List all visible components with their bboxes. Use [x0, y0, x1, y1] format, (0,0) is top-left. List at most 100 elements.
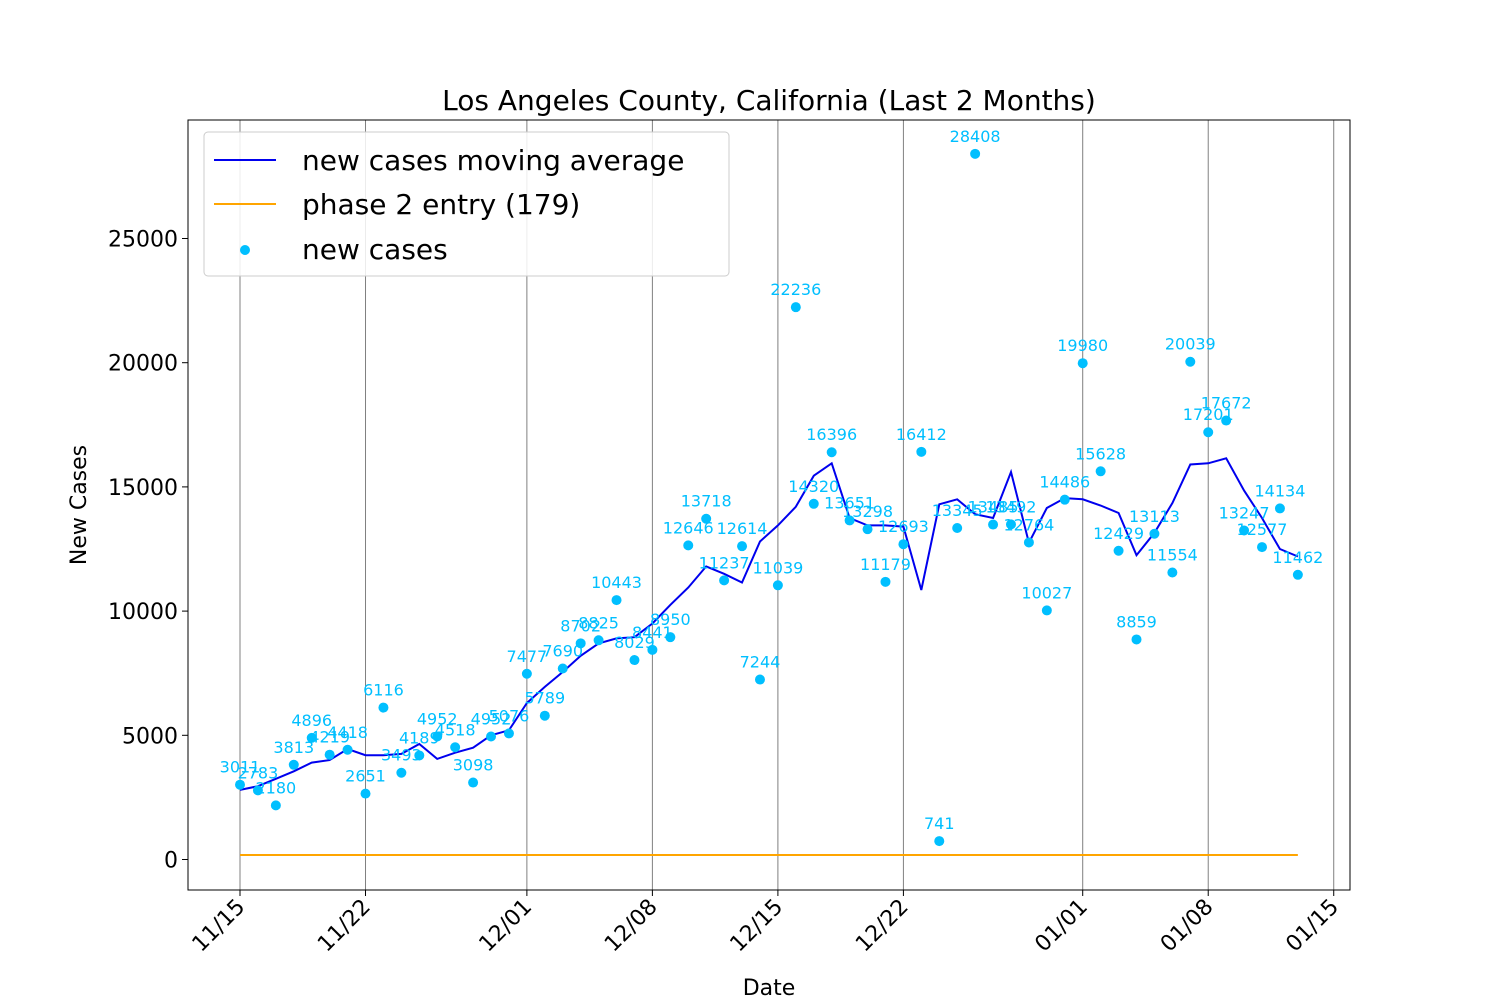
new-cases-point-label: 11039	[752, 558, 803, 577]
legend-label-phase-2-entry: phase 2 entry (179)	[302, 188, 580, 221]
new-cases-point	[1274, 503, 1285, 514]
axis-layer: 11/15 11/22 12/01 12/08 12/15 12/22 01/01 01/08…	[108, 228, 1344, 958]
legend-label-new-cases: new cases	[302, 233, 448, 266]
new-cases-point-label: 4219	[309, 728, 350, 747]
new-cases-point-label: 8859	[1116, 612, 1157, 631]
new-cases-point-label: 8825	[578, 613, 619, 632]
new-cases-point	[1167, 567, 1178, 578]
new-cases-point	[808, 498, 819, 509]
new-cases-point	[432, 731, 443, 742]
new-cases-point-label: 12577	[1237, 520, 1288, 539]
y-tick-label: 20000	[108, 352, 178, 377]
new-cases-point-label: 14320	[788, 477, 839, 496]
new-cases-point	[1059, 494, 1070, 505]
x-tick-label: 12/08	[600, 895, 663, 958]
new-cases-point	[737, 541, 748, 552]
new-cases-point	[611, 595, 622, 606]
new-cases-point	[288, 759, 299, 770]
new-cases-point-label: 13345	[932, 501, 983, 520]
new-cases-point	[701, 513, 712, 524]
new-cases-point-label: 4518	[435, 720, 476, 739]
new-cases-point	[396, 767, 407, 778]
new-cases-point-label: 741	[924, 814, 955, 833]
new-cases-point	[306, 732, 317, 743]
new-cases-point	[593, 635, 604, 646]
new-cases-point-label: 5789	[524, 689, 565, 708]
legend-swatch-new-cases	[240, 245, 250, 255]
new-cases-point-label: 3493	[381, 746, 422, 765]
new-cases-point-label: 13485	[968, 498, 1019, 517]
x-tick-label: 12/15	[726, 895, 789, 958]
new-cases-point	[378, 702, 389, 713]
new-cases-point	[1185, 356, 1196, 367]
new-cases-point-label: 13298	[842, 502, 893, 521]
new-cases-point-label: 14134	[1254, 481, 1305, 500]
new-cases-point-label: 11179	[860, 555, 911, 574]
y-tick-label: 25000	[108, 228, 178, 253]
new-cases-point-label: 13492	[986, 497, 1037, 516]
new-cases-point-label: 17201	[1183, 405, 1234, 424]
new-cases-point	[934, 836, 945, 847]
new-cases-point	[270, 800, 281, 811]
new-cases-point	[1095, 466, 1106, 477]
new-cases-point-label: 7244	[740, 653, 781, 672]
new-cases-point	[503, 728, 514, 739]
new-cases-point	[575, 638, 586, 649]
new-cases-point-label: 15628	[1075, 444, 1126, 463]
new-cases-point-label: 8702	[560, 616, 601, 635]
new-cases-point-label: 11554	[1147, 545, 1198, 564]
new-cases-point-label: 8950	[650, 610, 691, 629]
new-cases-point	[414, 750, 425, 761]
new-cases-point-label: 7477	[507, 647, 548, 666]
new-cases-point-label: 17672	[1201, 394, 1252, 413]
new-cases-point-label: 8029	[614, 633, 655, 652]
new-cases-point	[880, 576, 891, 587]
new-cases-point-label: 16396	[806, 425, 857, 444]
x-tick-label: 11/15	[188, 895, 251, 958]
new-cases-point	[521, 668, 532, 679]
new-cases-point-label: 4189	[399, 728, 440, 747]
new-cases-point-label: 3813	[273, 738, 314, 757]
new-cases-point	[1041, 605, 1052, 616]
x-tick-label: 01/08	[1156, 895, 1219, 958]
new-cases-point-label: 12693	[878, 517, 929, 536]
new-cases-point-label: 6116	[363, 681, 404, 700]
new-cases-point	[647, 644, 658, 655]
new-cases-point	[898, 539, 909, 550]
new-cases-point-label: 8441	[632, 623, 673, 642]
x-tick-label: 12/01	[475, 895, 538, 958]
x-tick-label: 01/15	[1281, 895, 1344, 958]
new-cases-point	[1257, 542, 1268, 553]
x-tick-label: 01/01	[1030, 895, 1093, 958]
new-cases-point	[1113, 545, 1124, 556]
new-cases-point-label: 10443	[591, 573, 642, 592]
new-cases-point	[342, 744, 353, 755]
new-cases-point	[1203, 427, 1214, 438]
new-cases-point	[1149, 528, 1160, 539]
new-cases-point	[450, 742, 461, 753]
new-cases-point-label: 3011	[220, 758, 261, 777]
new-cases-point	[970, 148, 981, 159]
new-cases-point-label: 13718	[681, 492, 732, 511]
chart-title: Los Angeles County, California (Last 2 M…	[442, 84, 1096, 117]
new-cases-point	[1239, 525, 1250, 536]
legend: new cases moving average phase 2 entry (…	[203, 131, 730, 277]
new-cases-point	[360, 788, 371, 799]
new-cases-point-label: 11462	[1272, 548, 1323, 567]
new-cases-point-label: 22236	[770, 280, 821, 299]
y-axis-title: New Cases	[67, 445, 92, 565]
x-tick-label: 11/22	[313, 895, 376, 958]
new-cases-point	[683, 540, 694, 551]
new-cases-point-label: 12646	[663, 518, 714, 537]
new-cases-point-label: 4952	[417, 709, 458, 728]
new-cases-point	[1131, 634, 1142, 645]
new-cases-point-label: 3098	[453, 756, 494, 775]
new-cases-point-label: 4952	[471, 709, 512, 728]
new-cases-point	[629, 655, 640, 666]
new-cases-point	[826, 447, 837, 458]
new-cases-point	[790, 302, 801, 313]
new-cases-point	[1077, 358, 1088, 369]
new-cases-point-label: 14486	[1039, 473, 1090, 492]
